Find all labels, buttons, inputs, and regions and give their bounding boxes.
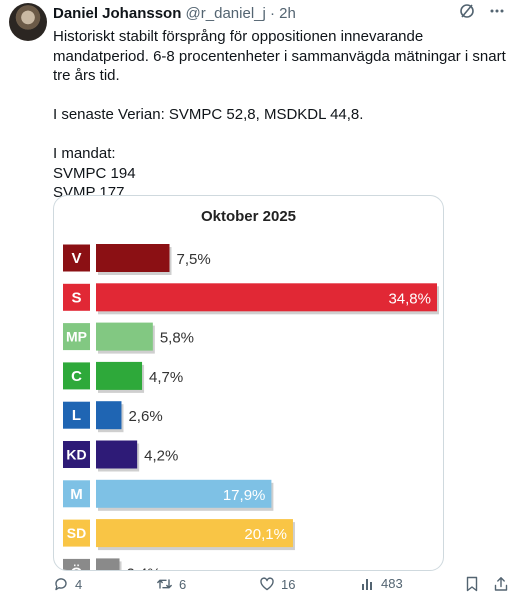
party-label-box [63,480,90,508]
party-label-box [63,441,90,468]
party-label-box [63,244,90,272]
more-icon[interactable] [489,3,505,19]
author-handle[interactable]: @r_daniel_j [185,5,266,22]
bar-l [96,401,122,430]
party-label: S [71,289,81,306]
chart-card[interactable]: Oktober 2025 V 7,5% S 34,8% MP 5,8% C 4,7% L 2,6%… [53,195,444,571]
party-label-box [63,519,90,547]
timestamp[interactable]: 2h [279,5,296,22]
value-label: 2,4% [127,565,161,570]
value-label: 4,7% [149,369,183,386]
party-label-box [63,323,90,351]
value-label: 20,1% [244,526,287,543]
bar-m [96,479,272,508]
value-label: 2,6% [128,408,162,425]
bar-ö [96,558,120,570]
bar-c [96,361,143,390]
reply-count: 4 [75,576,83,592]
views-icon [361,577,375,591]
repost-icon [156,576,173,592]
party-label-box [63,283,90,311]
reply-button[interactable]: 4 [53,576,82,592]
header-icons [459,3,505,19]
separator: · [270,5,275,22]
grok-icon[interactable] [459,3,475,19]
author-name[interactable]: Daniel Johansson [53,5,182,22]
like-button[interactable]: 16 [259,576,295,592]
action-bar: 4 6 16 483 [53,570,509,598]
value-label: 34,8% [388,290,431,307]
views-count: 483 [381,576,403,591]
tweet-text: Historiskt stabilt försprång för opposit… [53,28,506,221]
value-label: 5,8% [160,330,194,347]
bookmark-icon [465,576,479,592]
bar-kd [96,440,138,469]
party-label: Ö [71,564,83,570]
bar-v [96,244,170,272]
value-label: 7,5% [176,251,210,268]
party-label: L [72,407,81,424]
party-label-box [63,558,90,570]
chart-title: Oktober 2025 [200,208,297,225]
repost-button[interactable]: 6 [156,576,186,592]
party-label: SD [67,525,86,541]
party-label: M [70,486,83,503]
bar-sd [96,519,293,548]
like-count: 16 [281,576,296,592]
party-label: V [71,250,81,267]
repost-count: 6 [179,576,187,592]
bookmark-button[interactable] [465,576,479,592]
value-label: 17,9% [223,487,266,504]
party-label-box [63,362,90,390]
reply-icon [53,576,69,592]
views-button[interactable]: 483 [361,576,403,591]
like-icon [259,576,275,592]
value-label: 4,2% [144,448,178,465]
party-label: KD [66,447,86,463]
bar-mp [96,322,153,351]
bar-chart: V 7,5% S 34,8% MP 5,8% C 4,7% L 2,6% KD 4,2% M 17,9% S… [63,244,439,570]
bar-s [96,283,437,312]
share-button[interactable] [493,576,509,592]
party-label-box [63,401,90,429]
tweet-header: Daniel Johansson @r_daniel_j · 2h [53,4,296,24]
avatar[interactable] [9,3,47,41]
party-label: MP [66,329,87,345]
party-label: C [71,368,82,385]
share-icon [493,576,509,592]
